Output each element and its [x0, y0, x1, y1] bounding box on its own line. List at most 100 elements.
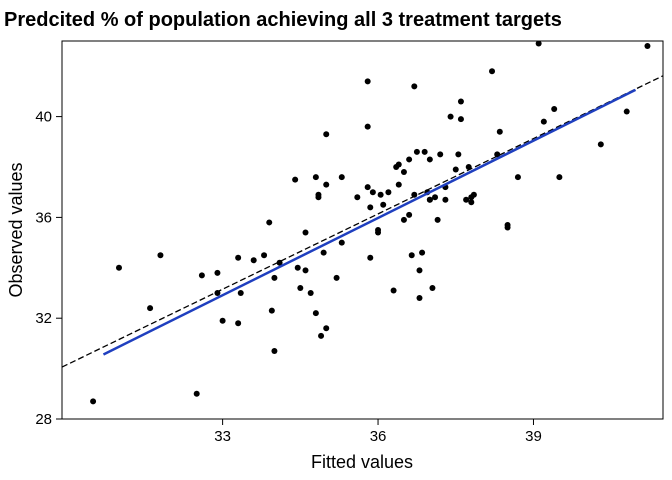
data-point	[395, 181, 402, 188]
data-point	[463, 196, 470, 203]
data-point	[323, 181, 330, 188]
data-point	[268, 307, 275, 314]
data-point	[90, 398, 97, 405]
data-point	[323, 325, 330, 332]
confidence-line	[61, 75, 664, 368]
data-point	[377, 191, 384, 198]
data-point	[320, 249, 327, 256]
y-tick-label: 32	[35, 310, 52, 327]
data-point	[261, 252, 268, 259]
x-axis: 33 36 39	[214, 419, 542, 445]
data-point	[597, 141, 604, 148]
y-axis-label: Observed values	[6, 162, 26, 297]
data-point	[302, 267, 309, 274]
data-point	[115, 264, 122, 271]
data-point	[338, 174, 345, 181]
data-point	[297, 284, 304, 291]
data-point	[465, 164, 472, 170]
data-point	[390, 287, 397, 294]
scatter-points	[90, 40, 651, 405]
data-point	[455, 151, 462, 158]
data-point	[235, 254, 242, 261]
data-point	[419, 249, 426, 256]
data-point	[364, 78, 371, 85]
data-point	[434, 216, 441, 223]
data-point	[250, 257, 257, 264]
data-point	[416, 295, 423, 302]
data-point	[147, 305, 154, 312]
data-point	[292, 176, 299, 183]
data-point	[193, 390, 200, 397]
plot-frame	[61, 40, 664, 420]
data-point	[429, 284, 436, 291]
data-point	[406, 156, 413, 163]
data-point	[380, 201, 387, 208]
data-point	[235, 320, 242, 327]
data-point	[237, 290, 244, 296]
x-tick-label: 39	[525, 428, 542, 445]
data-point	[271, 274, 278, 281]
data-point	[468, 199, 475, 206]
data-point	[315, 194, 322, 201]
data-point	[302, 229, 309, 236]
data-point	[385, 189, 392, 196]
x-tick-label: 36	[370, 428, 387, 445]
data-point	[364, 184, 371, 191]
data-point	[432, 194, 439, 201]
data-point	[219, 317, 226, 324]
fitted-regression-line	[102, 88, 637, 356]
data-point	[333, 274, 340, 281]
data-point	[442, 196, 449, 203]
data-point	[551, 106, 558, 113]
data-point	[157, 252, 164, 259]
data-point	[271, 347, 278, 354]
data-point	[318, 332, 325, 339]
x-axis-label: Fitted values	[311, 452, 413, 472]
data-point	[504, 224, 511, 231]
data-point	[437, 151, 444, 158]
data-point	[375, 227, 382, 233]
data-point	[367, 254, 374, 261]
data-point	[494, 151, 501, 158]
data-point	[556, 174, 563, 181]
data-point	[198, 272, 205, 279]
data-point	[421, 148, 428, 155]
data-point	[540, 118, 547, 125]
data-point	[489, 68, 496, 75]
data-point	[294, 264, 301, 271]
data-point	[338, 239, 345, 246]
chart-title: Predcited % of population achieving all …	[4, 9, 562, 31]
data-point	[644, 43, 651, 50]
data-point	[323, 131, 330, 138]
data-point	[413, 148, 420, 155]
data-point	[364, 123, 371, 130]
data-point	[367, 204, 374, 211]
data-point	[457, 98, 464, 105]
data-point	[496, 128, 503, 135]
x-tick-label: 33	[214, 428, 231, 445]
data-point	[623, 108, 630, 115]
data-point	[411, 83, 418, 90]
data-point	[400, 169, 407, 176]
data-point	[452, 166, 459, 173]
data-point	[354, 194, 361, 201]
data-point	[400, 216, 407, 223]
data-point	[457, 116, 464, 123]
data-point	[369, 189, 376, 196]
data-point	[426, 196, 433, 203]
data-point	[447, 113, 454, 120]
data-point	[416, 267, 423, 274]
y-axis: 28 32 36 40	[35, 109, 62, 428]
data-point	[408, 252, 415, 259]
data-point	[266, 219, 273, 226]
y-tick-label: 28	[35, 411, 52, 428]
data-point	[312, 174, 319, 181]
data-point	[514, 174, 521, 181]
data-point	[395, 161, 402, 168]
data-point	[426, 156, 433, 163]
data-point	[312, 310, 319, 317]
data-point	[470, 191, 477, 198]
y-tick-label: 40	[35, 109, 52, 126]
data-point	[535, 40, 542, 47]
